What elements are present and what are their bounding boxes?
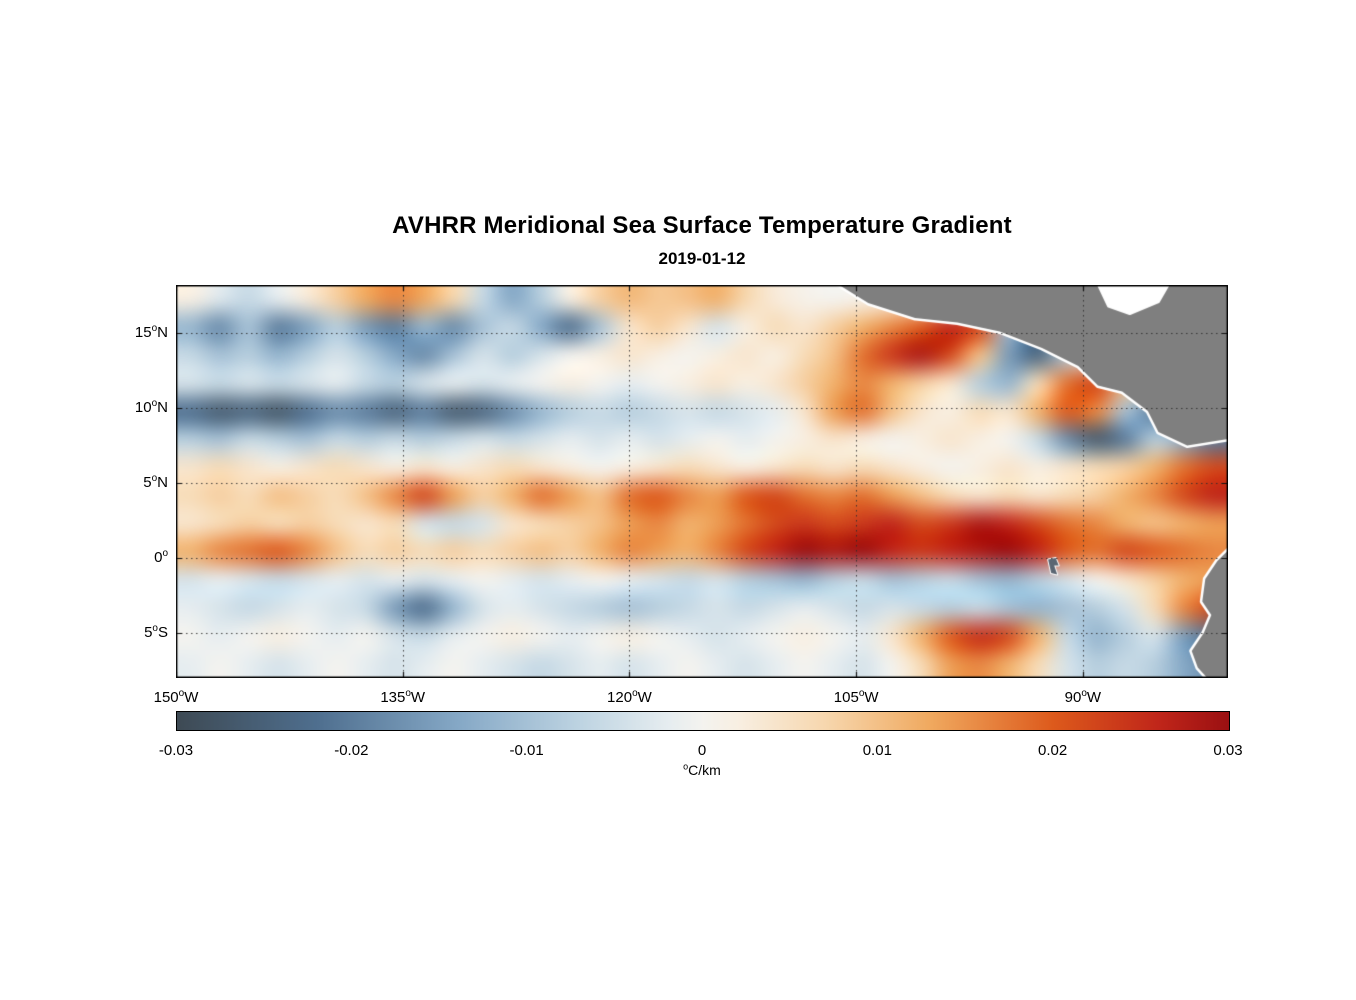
sst-gradient-map: [176, 285, 1228, 678]
y-tick-label: 5oS: [144, 623, 168, 642]
colorbar-tick-label: 0.01: [862, 742, 892, 759]
y-tick-label: 15oN: [134, 323, 168, 342]
colorbar-tick-label: 0.02: [1038, 742, 1068, 759]
colorbar: [176, 711, 1230, 731]
figure-header: AVHRR Meridional Sea Surface Temperature…: [176, 212, 1228, 269]
x-tick-label: 90oW: [1064, 688, 1102, 707]
colorbar-tick-label: -0.01: [509, 742, 544, 759]
figure-date-subtitle: 2019-01-12: [658, 249, 746, 268]
figure-title: AVHRR Meridional Sea Surface Temperature…: [392, 212, 1012, 239]
heatmap-canvas: [176, 285, 1228, 678]
colorbar-units-label: oC/km: [683, 761, 721, 778]
y-tick-label: 10oN: [134, 398, 168, 417]
colorbar-tick-label: 0.03: [1213, 742, 1243, 759]
y-tick-label: 5oN: [143, 473, 168, 492]
x-tick-label: 105oW: [833, 688, 879, 707]
colorbar-tick-label: -0.03: [158, 742, 194, 759]
x-tick-label: 135oW: [380, 688, 426, 707]
colorbar-tick-label: -0.02: [334, 742, 369, 759]
y-tick-label: 0o: [154, 548, 168, 567]
x-tick-label: 120oW: [607, 688, 652, 707]
x-tick-label: 150oW: [153, 688, 199, 707]
colorbar-tick-label: 0: [697, 742, 707, 759]
